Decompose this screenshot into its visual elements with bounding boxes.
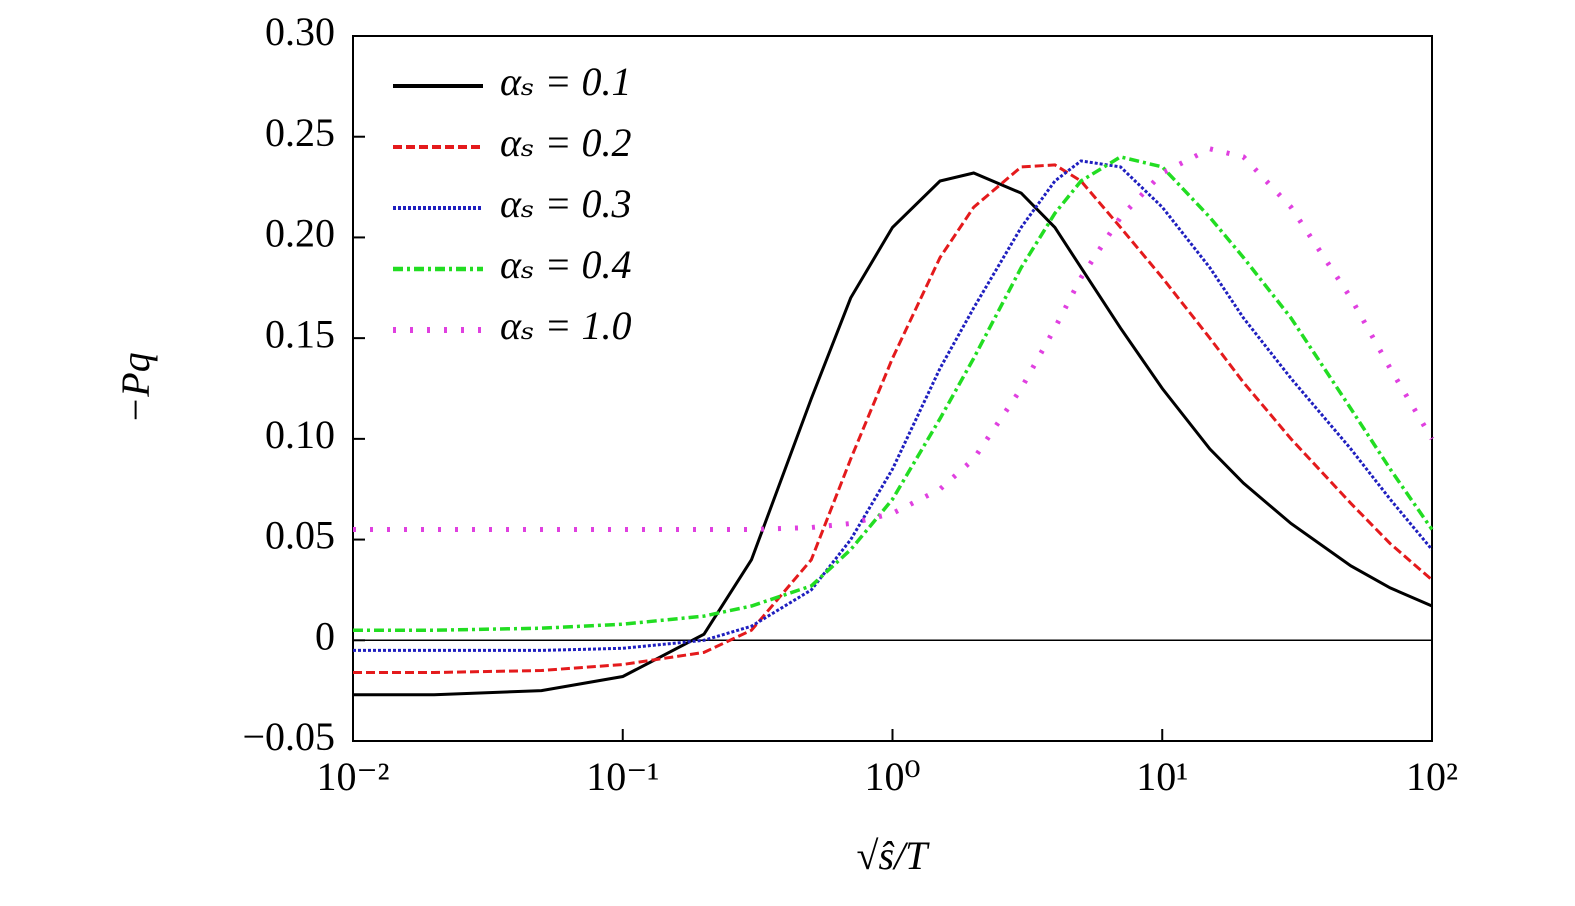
x-tick-label: 10¹ <box>1136 754 1188 799</box>
x-tick-label: 10⁰ <box>864 754 920 799</box>
legend-label: αₛ = 0.3 <box>500 181 631 226</box>
legend-label: αₛ = 0.2 <box>500 120 631 165</box>
series-line <box>353 171 1433 697</box>
series-line <box>353 146 1435 532</box>
series-line <box>353 163 1433 674</box>
y-tick-label: 0.25 <box>265 110 335 155</box>
y-axis-label: −Pq <box>113 352 158 423</box>
y-tick-label: 0.05 <box>265 513 335 558</box>
x-axis-label: √ŝ/T <box>857 833 931 878</box>
series-line <box>353 159 1434 652</box>
x-tick-label: 10⁻² <box>316 754 389 799</box>
legend-label: αₛ = 0.1 <box>500 59 631 104</box>
y-tick-label: 0.10 <box>265 412 335 457</box>
series-line <box>353 155 1434 632</box>
x-tick-label: 10⁻¹ <box>586 754 659 799</box>
legend-label: αₛ = 0.4 <box>500 242 631 287</box>
y-tick-label: 0.20 <box>265 211 335 256</box>
y-tick-label: 0.15 <box>265 311 335 356</box>
y-tick-label: 0 <box>315 613 335 658</box>
y-tick-label: 0.30 <box>265 9 335 54</box>
x-tick-label: 10² <box>1406 754 1458 799</box>
y-tick-label: −0.05 <box>242 714 335 759</box>
legend-label: αₛ = 1.0 <box>500 303 631 348</box>
